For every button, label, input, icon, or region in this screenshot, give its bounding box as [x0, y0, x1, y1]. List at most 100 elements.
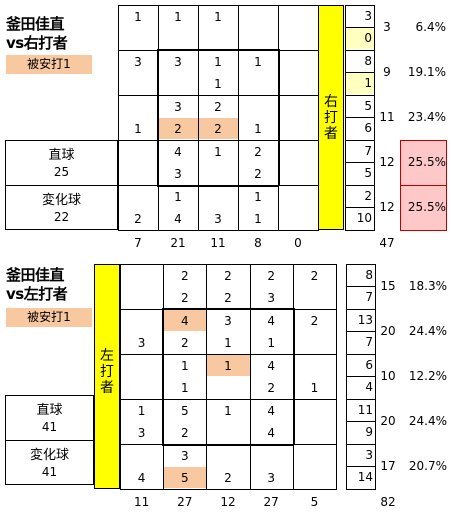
zone-count: 5 [180, 404, 189, 418]
pitch-type-count: 25 [53, 165, 70, 179]
zone-col-line [198, 5, 199, 231]
grand-total: 47 [379, 236, 395, 250]
zone-count: 3 [174, 55, 182, 69]
split-count: 13 [357, 313, 373, 327]
grand-total: 82 [380, 495, 396, 509]
summary-row-line [345, 230, 374, 231]
count-highlight [346, 28, 374, 49]
zone-count: 1 [214, 55, 222, 69]
zone-count: 3 [214, 212, 222, 226]
zone-count: 1 [254, 190, 262, 204]
zone-count: 1 [134, 10, 142, 24]
column-total: 7 [134, 236, 142, 250]
zone-count: 2 [310, 269, 319, 283]
row-total: 12 [379, 155, 395, 169]
pitch-type-count: 22 [53, 210, 70, 224]
zone-count: 3 [137, 426, 146, 440]
zone-row-line [120, 399, 336, 400]
zone-count: 1 [180, 359, 189, 373]
column-total: 27 [177, 495, 193, 509]
hits-allowed-badge: 被安打1 [6, 308, 92, 327]
zone-count: 2 [180, 426, 189, 440]
split-divider [346, 421, 375, 422]
split-count: 5 [364, 166, 372, 180]
summary-col-line [374, 5, 375, 231]
row-total: 17 [380, 459, 396, 473]
split-count: 3 [364, 9, 372, 23]
zone-count: 1 [254, 122, 262, 136]
row-total: 15 [380, 279, 396, 293]
zone-row-line [118, 140, 318, 141]
strike-zone-edge [292, 308, 295, 445]
column-total: 11 [210, 236, 226, 250]
strike-zone-edge [278, 49, 280, 186]
summary-col-line [346, 264, 347, 490]
zone-count: 1 [134, 122, 142, 136]
batter-side-label: 打 [100, 364, 114, 380]
row-percent: 24.4% [408, 324, 447, 338]
split-count: 7 [364, 144, 372, 158]
zone-count: 3 [134, 55, 142, 69]
split-divider [345, 162, 374, 163]
column-total: 5 [310, 495, 319, 509]
zone-count: 2 [174, 122, 182, 136]
split-count: 14 [357, 470, 373, 484]
zone-highlight [207, 355, 250, 376]
zone-count: 3 [137, 336, 146, 350]
zone-count: 3 [267, 471, 275, 485]
split-divider [346, 376, 375, 377]
percent-highlight-border [400, 185, 447, 231]
strike-zone-edge [157, 49, 279, 51]
zone-row-line [120, 354, 336, 355]
pitch-type-name: 変化球 [29, 448, 69, 463]
zone-count: 1 [214, 10, 222, 24]
count-highlight [346, 73, 374, 94]
zone-col-line [238, 5, 239, 231]
pitch-type-divider [5, 440, 94, 441]
zone-count: 3 [180, 449, 189, 463]
split-divider [345, 117, 374, 118]
zone-row-line [120, 489, 336, 490]
zone-count: 2 [267, 381, 275, 395]
summary-row-line [345, 5, 374, 6]
row-percent: 18.3% [408, 279, 447, 293]
zone-count: 4 [267, 359, 275, 373]
batter-side-label: 打 [324, 110, 338, 126]
split-count: 2 [364, 189, 372, 203]
zone-count: 1 [310, 381, 319, 395]
zone-col-line [206, 264, 208, 490]
batter-side-bar [94, 264, 120, 489]
summary-row-line [346, 444, 375, 445]
zone-count: 4 [180, 314, 189, 328]
zone-count: 4 [267, 426, 275, 440]
zone-count: 2 [180, 291, 189, 305]
zone-count: 1 [254, 212, 262, 226]
strike-zone-edge [162, 444, 294, 446]
percent-highlight-border [400, 140, 447, 186]
split-count: 11 [357, 403, 373, 417]
zone-highlight [164, 467, 207, 488]
zone-count: 4 [267, 404, 275, 418]
zone-row-line [118, 230, 318, 231]
row-percent: 20.7% [408, 459, 447, 473]
zone-count: 2 [224, 269, 232, 283]
zone-count: 2 [214, 100, 222, 114]
hits-allowed-badge: 被安打1 [6, 55, 92, 74]
zone-col-line [336, 264, 337, 490]
pitch-type-count: 41 [41, 465, 58, 479]
zone-count: 2 [224, 291, 232, 305]
zone-count: 1 [137, 404, 146, 418]
strike-zone-edge [162, 308, 294, 310]
column-total: 8 [254, 236, 262, 250]
zone-count: 1 [174, 190, 182, 204]
pitch-type-divider [5, 185, 118, 186]
row-total: 9 [383, 65, 391, 79]
zone-count: 1 [214, 77, 222, 91]
batter-side-label: 右 [324, 94, 338, 110]
summary-row-line [345, 50, 374, 51]
strike-zone-edge [157, 185, 279, 187]
zone-count: 3 [224, 314, 232, 328]
row-percent: 24.4% [408, 414, 447, 428]
split-count: 7 [365, 335, 373, 349]
strike-zone-edge [162, 308, 165, 445]
